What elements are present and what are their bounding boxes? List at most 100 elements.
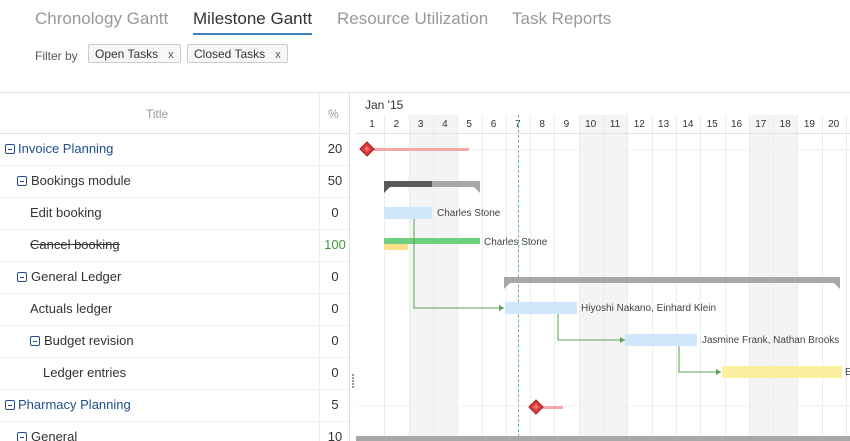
day-gridline [481,115,483,441]
gantt-timeline: Jan '15 1 2 3 4 5 6 7 8 9 10 11 12 13 14 15 16 17 18 19 20 [356,93,850,441]
grid-row[interactable]: General 10 [0,422,349,441]
row-title: Cancel booking [30,237,120,252]
bar-label: Charles Stone [437,208,501,219]
column-header-title[interactable]: Title [146,107,169,121]
grid-row[interactable]: Edit booking 0 [0,198,349,230]
filter-chip-open-tasks[interactable]: Open Tasks x [88,44,181,63]
row-percent: 0 [331,301,339,316]
day-label: 3 [417,119,424,130]
day-gridline [846,115,847,441]
row-percent: 0 [331,269,339,284]
grid-row[interactable]: Ledger entries 0 [0,358,349,390]
summary-bar-general-ledger[interactable] [504,277,840,289]
day-label: 14 [682,119,694,130]
filter-bar: Filter by Open Tasks x Closed Tasks x [0,40,850,92]
row-title: Edit booking [30,205,102,220]
remove-filter-icon[interactable]: x [168,49,174,61]
row-percent: 0 [331,365,339,380]
grid-row[interactable]: Cancel booking 100 [0,230,349,262]
row-title: Bookings module [31,173,131,188]
day-label: 2 [393,119,400,130]
row-title: General [31,429,78,441]
column-header-percent[interactable]: % [328,107,339,121]
tab-resource-utilization[interactable]: Resource Utilization [337,9,489,28]
row-title: Pharmacy Planning [18,397,131,412]
month-label: Jan '15 [365,98,404,112]
bar-label: Jasmine Frank, Nathan Brooks [702,335,839,346]
grid-row[interactable]: Bookings module 50 [0,166,349,198]
row-percent: 50 [327,173,343,188]
day-label: 13 [658,119,670,130]
day-label: 8 [539,119,545,130]
filter-chip-label: Closed Tasks [194,47,266,61]
dependency-link[interactable] [557,314,625,341]
day-label: 17 [755,119,767,130]
project-progress-line [362,148,469,151]
collapse-icon[interactable] [17,432,27,441]
day-label: 1 [369,119,375,130]
day-gridline [432,115,434,441]
task-bar-actuals-ledger[interactable] [505,302,577,314]
collapse-icon[interactable] [17,272,27,282]
task-bar-budget-revision[interactable] [625,334,697,346]
dependency-link[interactable] [678,346,721,373]
tab-chronology-gantt[interactable]: Chronology Gantt [35,9,169,28]
day-gridline [384,115,386,441]
day-label: 20 [828,119,840,130]
day-label: 19 [803,119,815,130]
tab-milestone-gantt[interactable]: Milestone Gantt [193,9,313,35]
row-title: Actuals ledger [30,301,113,316]
row-percent: 10 [327,429,343,441]
dependency-link[interactable] [413,219,504,309]
project-progress-line [536,406,563,409]
row-title: Invoice Planning [18,141,114,156]
day-label: 10 [585,119,597,130]
tab-task-reports[interactable]: Task Reports [512,9,612,28]
summary-bar-bookings-module[interactable] [384,181,480,193]
collapse-icon[interactable] [5,144,15,154]
remove-filter-icon[interactable]: x [275,49,281,61]
gantt-bars: Charles Stone Charles Stone Hiyoshi Naka… [356,141,850,441]
grid-row[interactable]: Pharmacy Planning 5 [0,390,349,422]
grid-row[interactable]: General Ledger 0 [0,262,349,294]
row-percent: 20 [327,141,343,156]
day-label: 11 [609,119,621,130]
baseline-bar [384,244,408,250]
bar-label: E [845,367,850,378]
task-bar-ledger-entries[interactable] [722,366,842,378]
collapse-icon[interactable] [17,176,27,186]
milestone-diamond-icon[interactable] [528,399,544,415]
gantt-main: Title % Invoice Planning 20 Bookings mod… [0,92,850,441]
weekend-column [432,115,458,441]
day-label: 5 [466,119,472,130]
day-label: 4 [442,119,448,130]
row-title: General Ledger [31,269,122,284]
filter-label: Filter by [35,49,78,63]
view-tabs: Chronology Gantt Milestone Gantt Resourc… [0,0,850,40]
summary-bar-general[interactable] [356,436,850,441]
row-percent: 0 [331,333,339,348]
task-bar-edit-booking[interactable] [384,207,432,219]
day-gridline [408,115,410,441]
collapse-icon[interactable] [5,400,15,410]
task-bar-cancel-booking[interactable] [384,238,480,244]
pane-splitter[interactable] [350,373,356,391]
collapse-icon[interactable] [30,336,40,346]
day-label: 12 [633,119,645,130]
milestone-diamond-icon[interactable] [359,141,375,157]
weekend-column [408,115,433,441]
row-percent: 5 [331,397,339,412]
day-label: 7 [515,119,521,130]
day-gridline [457,115,459,441]
day-header: 1 2 3 4 5 6 7 8 9 10 11 12 13 14 15 16 17 18 19 20 [356,115,850,134]
row-percent: 0 [331,205,339,220]
bar-label: Hiyoshi Nakano, Einhard Klein [581,303,716,314]
row-title: Budget revision [44,333,134,348]
task-grid: Title % Invoice Planning 20 Bookings mod… [0,93,350,441]
filter-chip-closed-tasks[interactable]: Closed Tasks x [187,44,288,63]
row-title: Ledger entries [43,365,127,380]
filter-chip-label: Open Tasks [95,47,159,61]
grid-row[interactable]: Actuals ledger 0 [0,294,349,326]
grid-row[interactable]: Budget revision 0 [0,326,349,358]
grid-row[interactable]: Invoice Planning 20 [0,134,349,166]
